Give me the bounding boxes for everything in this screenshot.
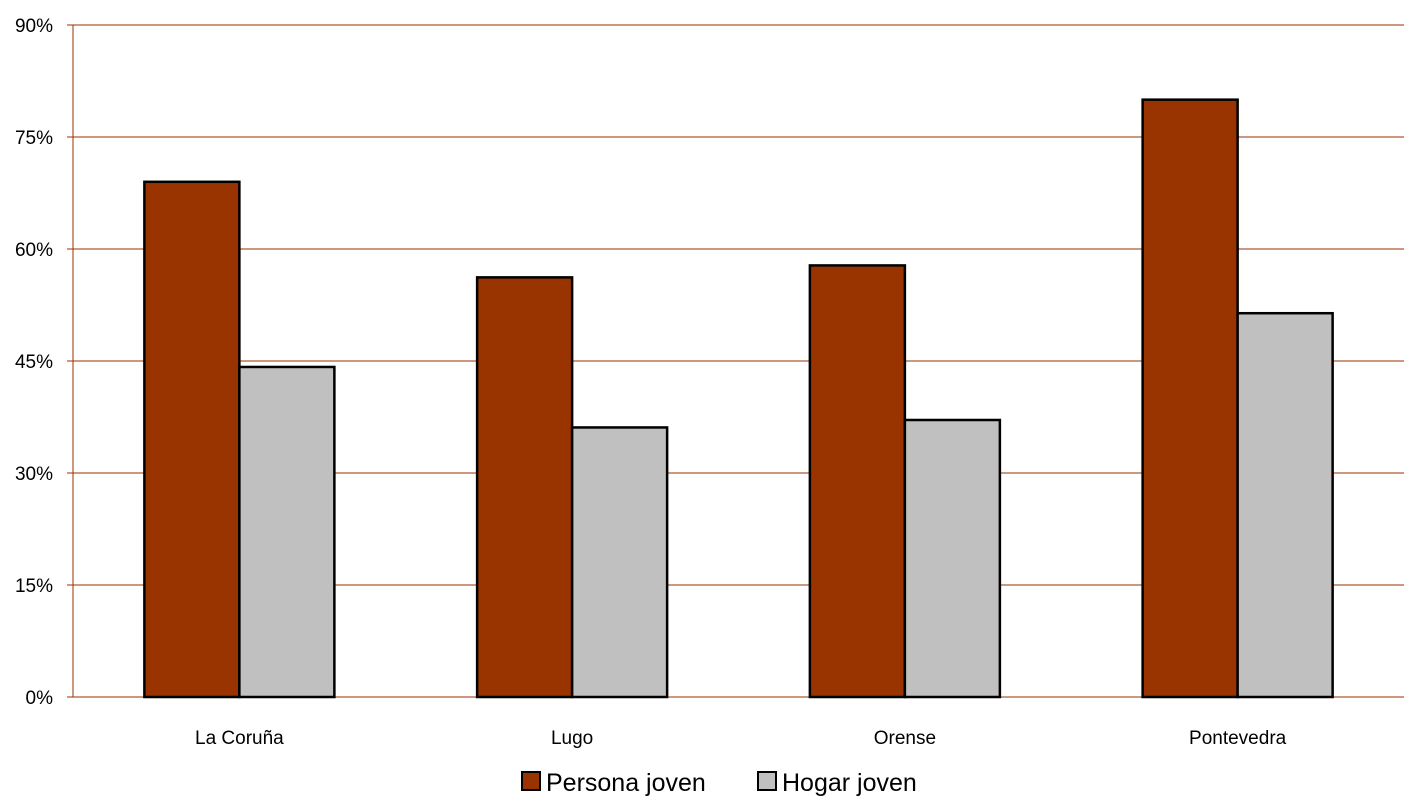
x-tick-label: La Coruña [195,728,284,749]
x-tick-label: Pontevedra [1189,728,1287,749]
y-tick-label: 0% [26,688,54,709]
bar [475,276,574,699]
y-tick-label: 15% [15,576,53,597]
bar [143,180,241,699]
bar [808,264,907,699]
y-tick-label: 60% [15,240,53,261]
legend-label: Hogar joven [782,769,917,797]
x-tick-label: Orense [874,728,936,749]
y-tick-label: 45% [15,352,53,373]
legend-label: Persona joven [546,769,706,797]
bar [1236,311,1334,699]
legend-swatch [521,771,541,791]
bar [1141,98,1239,699]
y-tick-label: 30% [15,464,53,485]
x-tick-label: Lugo [551,728,593,749]
bar [238,365,336,699]
y-tick-label: 75% [15,128,53,149]
bar [570,426,669,699]
legend-swatch [757,771,777,791]
y-tick-label: 90% [15,16,53,37]
bar [903,418,1002,699]
